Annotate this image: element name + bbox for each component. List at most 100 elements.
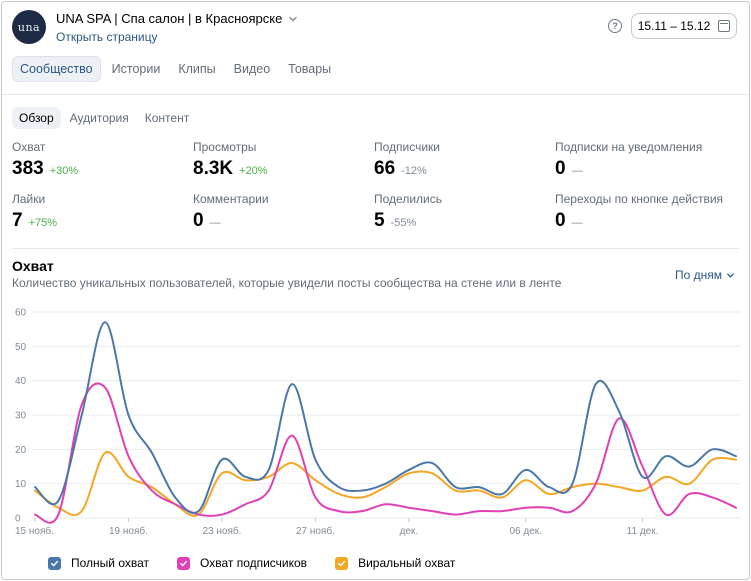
metric-value: 5 (374, 210, 385, 231)
metric-comments: Комментарии 0 — (193, 192, 269, 232)
series-line-viral-reach (34, 450, 737, 517)
date-range-button[interactable]: 15.11 – 15.12 (631, 13, 737, 39)
metric-delta: +75% (28, 217, 58, 229)
section-title: Охват (12, 258, 54, 274)
metric-value: 66 (374, 158, 396, 179)
tab-video[interactable]: Видео (227, 56, 278, 82)
legend-label: Охват подписчиков (200, 556, 308, 570)
metric-action-clicks: Переходы по кнопке действия 0 — (555, 192, 723, 232)
tab-goods[interactable]: Товары (281, 56, 338, 82)
tab-label: Истории (111, 62, 161, 76)
series-line-total-reach (34, 321, 737, 515)
y-tick-label: 60 (15, 308, 27, 319)
y-tick-label: 40 (15, 376, 27, 387)
y-tick-label: 30 (15, 411, 27, 422)
metric-shares: Поделились 5 -55% (374, 192, 442, 232)
tab-clips[interactable]: Клипы (171, 56, 222, 82)
community-title[interactable]: UNA SPA | Спа салон | в Красноярске (56, 11, 298, 26)
chart-legend: Полный охват Охват подписчиков Виральный… (48, 556, 455, 570)
date-range-label: 15.11 – 15.12 (637, 19, 711, 33)
subtab-label: Аудитория (69, 111, 129, 125)
metric-label: Подписки на уведомления (555, 140, 703, 154)
legend-total-reach[interactable]: Полный охват (48, 556, 149, 570)
metric-likes: Лайки 7 +75% (12, 192, 57, 232)
help-icon[interactable]: ? (608, 19, 622, 33)
tab-label: Клипы (178, 62, 216, 76)
tab-label: Товары (288, 62, 332, 76)
y-tick-label: 20 (15, 445, 27, 456)
main-tabs: Сообщество Истории Клипы Видео Товары (12, 56, 338, 82)
subtab-content[interactable]: Контент (138, 107, 196, 129)
metric-subscribers: Подписчики 66 -12% (374, 140, 440, 180)
sub-tabs: Обзор Аудитория Контент (12, 107, 196, 129)
metric-delta: +20% (239, 165, 268, 177)
metric-value: 383 (12, 158, 44, 179)
metric-delta: +30% (49, 165, 79, 177)
metric-delta: -12% (401, 165, 427, 177)
metric-delta: — (209, 217, 221, 229)
x-tick-label: 11 дек. (627, 526, 659, 537)
metric-delta: — (571, 165, 583, 177)
y-tick-label: 50 (15, 342, 27, 353)
metric-label: Комментарии (193, 192, 269, 206)
avatar-text: una (17, 20, 41, 34)
checkbox-checked-icon (335, 556, 349, 570)
metric-reach: Охват 383 +30% (12, 140, 78, 180)
metric-value: 0 (555, 210, 566, 231)
subtab-label: Контент (144, 111, 190, 125)
metric-label: Просмотры (193, 140, 257, 154)
section-subtitle: Количество уникальных пользователей, кот… (12, 276, 562, 290)
legend-viral-reach[interactable]: Виральный охват (335, 556, 455, 570)
y-tick-label: 0 (15, 514, 21, 525)
legend-label: Полный охват (71, 556, 150, 570)
reach-chart: 0 10 20 30 40 50 60 15 нояб. 19 нояб. 23 нояб. 27… (15, 308, 740, 537)
metric-value: 8.3K (193, 158, 234, 179)
header-divider (2, 94, 749, 95)
legend-subscriber-reach[interactable]: Охват подписчиков (177, 556, 307, 570)
x-axis: 15 нояб. 19 нояб. 23 нояб. 27 нояб. дек. 06 д… (15, 518, 658, 537)
tab-community[interactable]: Сообщество (12, 56, 101, 82)
metric-delta: -55% (390, 217, 417, 229)
checkbox-checked-icon (48, 556, 61, 570)
metric-value: 7 (12, 210, 23, 231)
chart-series (34, 321, 737, 524)
metric-label: Охват (12, 140, 46, 154)
chevron-down-icon (727, 272, 734, 278)
metric-label: Подписчики (374, 140, 441, 154)
subtab-overview[interactable]: Обзор (12, 107, 61, 129)
x-tick-label: 15 нояб. (15, 525, 54, 537)
calendar-icon (718, 20, 731, 32)
subtab-audience[interactable]: Аудитория (63, 107, 136, 129)
chevron-down-icon (289, 16, 298, 21)
metric-value: 0 (555, 158, 566, 179)
x-tick-label: дек. (400, 526, 419, 537)
checkbox-checked-icon (177, 556, 191, 570)
metric-value: 0 (193, 210, 204, 231)
metric-label: Лайки (12, 192, 46, 206)
open-page-link[interactable]: Открыть страницу (56, 30, 158, 44)
chart-grid (32, 311, 740, 519)
tab-label: Сообщество (20, 62, 93, 76)
metric-delta: — (571, 217, 583, 229)
tab-label: Видео (233, 62, 271, 76)
metric-label: Переходы по кнопке действия (555, 192, 724, 206)
series-line-subscriber-reach (34, 382, 737, 524)
subtab-label: Обзор (19, 111, 54, 125)
legend-label: Виральный охват (358, 556, 456, 570)
page-header: una UNA SPA | Спа салон | в Красноярске … (12, 10, 742, 46)
period-label: По дням (675, 268, 723, 282)
x-tick-label: 06 дек. (509, 526, 541, 537)
metrics-divider (12, 248, 739, 249)
tab-stories[interactable]: Истории (105, 56, 168, 82)
y-tick-label: 10 (15, 479, 27, 490)
metric-views: Просмотры 8.3K +20% (193, 140, 268, 180)
community-name: UNA SPA | Спа салон | в Красноярске (56, 11, 283, 26)
x-tick-label: 23 нояб. (202, 525, 241, 537)
period-dropdown[interactable]: По дням (675, 268, 735, 282)
metric-label: Поделились (374, 192, 442, 206)
metric-notification-subs: Подписки на уведомления 0 — (555, 140, 702, 180)
community-avatar[interactable]: una (12, 10, 46, 44)
x-tick-label: 27 нояб. (296, 525, 335, 537)
title-block: UNA SPA | Спа салон | в Красноярске Откр… (56, 11, 298, 44)
